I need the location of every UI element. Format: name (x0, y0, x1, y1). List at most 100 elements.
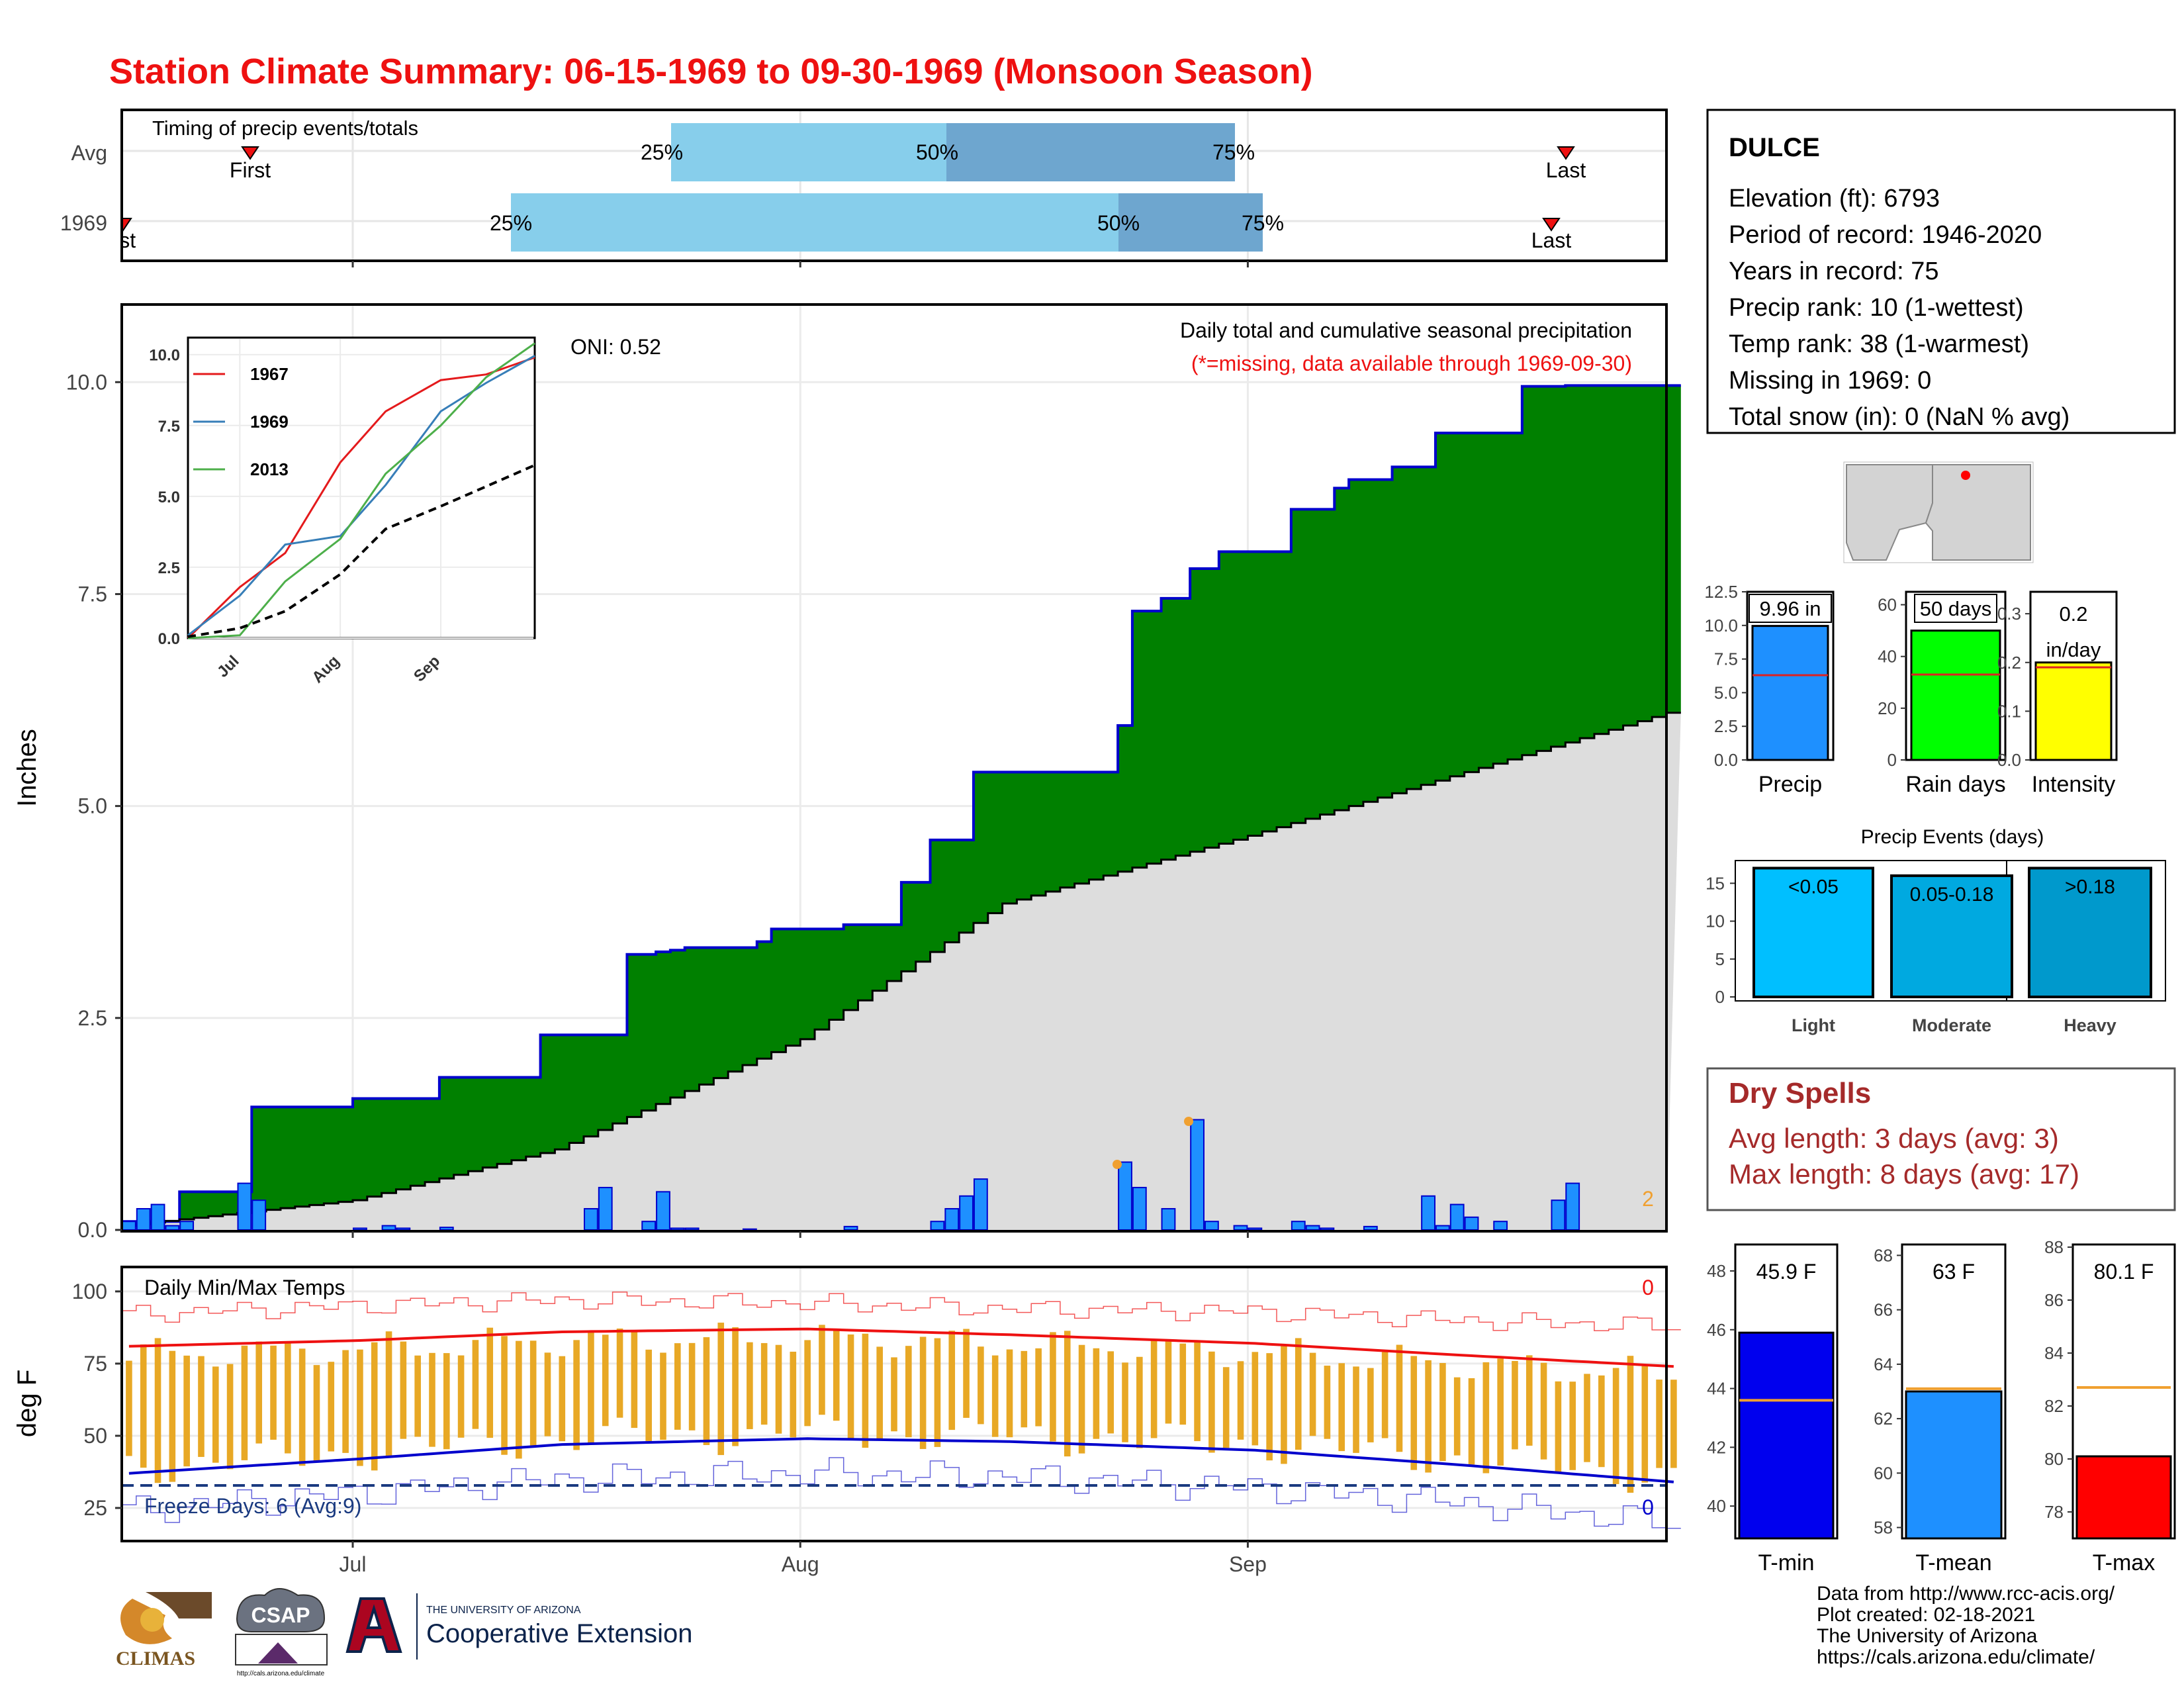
record-min-line (122, 1457, 1681, 1529)
daily-temp-bar (414, 1355, 421, 1437)
daily-temp-bar (516, 1340, 522, 1459)
daily-temp-bar (1396, 1344, 1403, 1452)
daily-precip-bar (1464, 1216, 1479, 1231)
daily-temp-bar (270, 1345, 277, 1440)
daily-precip-bar (959, 1195, 974, 1231)
daily-temp-bar (198, 1356, 205, 1457)
footer-logos: CLIMAS CSAP http://cals.arizona.edu/clim… (116, 1588, 692, 1677)
temp-ytick-label: 50 (83, 1424, 107, 1448)
ua-line1: THE UNIVERSITY OF ARIZONA (426, 1605, 581, 1616)
credit-line: Plot created: 02-18-2021 (1817, 1604, 2036, 1626)
y1969-last-marker (1542, 218, 1561, 232)
temp-summary-ytick-label: 62 (1874, 1409, 1893, 1429)
daily-precip-bar (1363, 1225, 1378, 1231)
daily-precip-bar (439, 1227, 454, 1231)
precip-event-category-label: Light (1792, 1015, 1835, 1035)
daily-temp-bar (1078, 1344, 1085, 1454)
daily-temp-bar (183, 1355, 190, 1467)
y1969-first-label: First (95, 228, 136, 252)
summary-value-unit: in/day (2046, 638, 2101, 661)
daily-temp-bar (1353, 1366, 1359, 1453)
temp-summary-bar-t-min (1738, 1331, 1835, 1540)
daily-temp-bar (1050, 1332, 1056, 1442)
daily-precip-bar (1204, 1221, 1219, 1231)
daily-precip-bar (1161, 1207, 1176, 1231)
summary-ytick-label: 0 (1888, 750, 1897, 770)
temp-summary-ytick-label: 40 (1707, 1496, 1726, 1516)
dry-spells-title: Dry Spells (1729, 1077, 1871, 1109)
daily-temp-bar (1194, 1340, 1201, 1442)
precip-ylabel: Inches (13, 729, 42, 807)
summary-ytick-label: 60 (1878, 595, 1897, 615)
temp-summary-value-label: 45.9 F (1756, 1260, 1817, 1284)
daily-temp-bar (1670, 1380, 1677, 1468)
daily-temp-bar (1136, 1356, 1143, 1448)
credit-line: https://cals.arizona.edu/climate/ (1817, 1646, 2095, 1668)
daily-precip-bar (1291, 1221, 1306, 1231)
daily-precip-bar (656, 1191, 670, 1231)
daily-temp-bar (876, 1346, 883, 1440)
daily-temp-bar (255, 1341, 263, 1444)
summary-ytick-label: 10.0 (1704, 616, 1738, 635)
csap-url: http://cals.arizona.edu/climate (237, 1670, 325, 1677)
daily-precip-bar (179, 1221, 195, 1231)
daily-temp-bar (602, 1335, 609, 1427)
min-count-label: 0 (1642, 1495, 1654, 1519)
avg-p75-label: 75% (1212, 140, 1255, 164)
inset-line-avg (187, 463, 535, 638)
daily-temp-bar (1468, 1378, 1475, 1465)
temp-summary-ytick-label: 48 (1707, 1261, 1726, 1281)
dry-spells-max: Max length: 8 days (avg: 17) (1729, 1158, 2079, 1190)
daily-precip-bar (396, 1227, 411, 1231)
precip-ytick-label: 2.5 (78, 1006, 107, 1030)
csap-text: CSAP (251, 1603, 310, 1627)
y1969-50-75-bar (1118, 193, 1263, 252)
events-ytick-label: 5 (1715, 949, 1725, 969)
daily-temp-bar (1237, 1361, 1244, 1440)
station-info-line: Missing in 1969: 0 (1729, 367, 1931, 395)
daily-temp-bar (429, 1352, 435, 1447)
daily-precip-bar (1493, 1221, 1508, 1231)
daily-temp-bar (674, 1343, 681, 1430)
temp-ytick-label: 75 (83, 1352, 107, 1376)
timing-row-label-1969: 1969 (60, 211, 107, 235)
summary-ytick-label: 0.0 (1997, 750, 2021, 770)
precip-ytick-label: 7.5 (78, 582, 107, 606)
daily-temp-bar (905, 1346, 912, 1438)
daily-precip-bar (1565, 1182, 1580, 1231)
daily-precip-bar (150, 1203, 165, 1231)
daily-temp-bar (1641, 1365, 1649, 1483)
temp-summary-ytick-label: 68 (1874, 1245, 1893, 1265)
missing-marker-1 (1113, 1160, 1122, 1169)
daily-temp-bar (588, 1332, 594, 1444)
daily-temp-bar (1309, 1352, 1316, 1436)
daily-temp-bar (1338, 1363, 1345, 1452)
daily-precip-bar (641, 1221, 657, 1231)
timing-row-label-avg: Avg (71, 141, 107, 165)
avg-first-marker (241, 146, 259, 160)
station-info-box: DULCE Elevation (ft): 6793 Period of reco… (1706, 109, 2176, 434)
daily-precip-bar (973, 1178, 988, 1231)
daily-temp-bar (1381, 1352, 1388, 1438)
daily-temp-bar (1497, 1358, 1504, 1466)
summary-ytick-label: 0.1 (1997, 701, 2021, 721)
daily-temp-bar (631, 1331, 638, 1429)
y1969-p75-label: 75% (1242, 211, 1284, 235)
daily-temp-bar (1656, 1380, 1662, 1468)
daily-temp-bar (328, 1362, 335, 1452)
daily-temp-bar (400, 1341, 407, 1439)
summary-ytick-label: 0.3 (1997, 604, 2021, 624)
summary-value-label: 9.96 in (1759, 597, 1821, 620)
daily-precip-bar (930, 1221, 945, 1231)
temp-summary-bar-t-mean (1905, 1390, 2003, 1540)
daily-temp-bar (963, 1329, 970, 1418)
daily-precip-bar (136, 1207, 151, 1231)
daily-temp-bar (978, 1346, 984, 1425)
station-info-line: Period of record: 1946-2020 (1729, 221, 2042, 249)
precip-event-category-label: Heavy (2064, 1015, 2116, 1035)
daily-temp-bar (1555, 1381, 1562, 1473)
daily-precip-bar (1132, 1186, 1147, 1231)
daily-temp-bar (775, 1344, 782, 1434)
daily-temp-bar (342, 1350, 349, 1453)
